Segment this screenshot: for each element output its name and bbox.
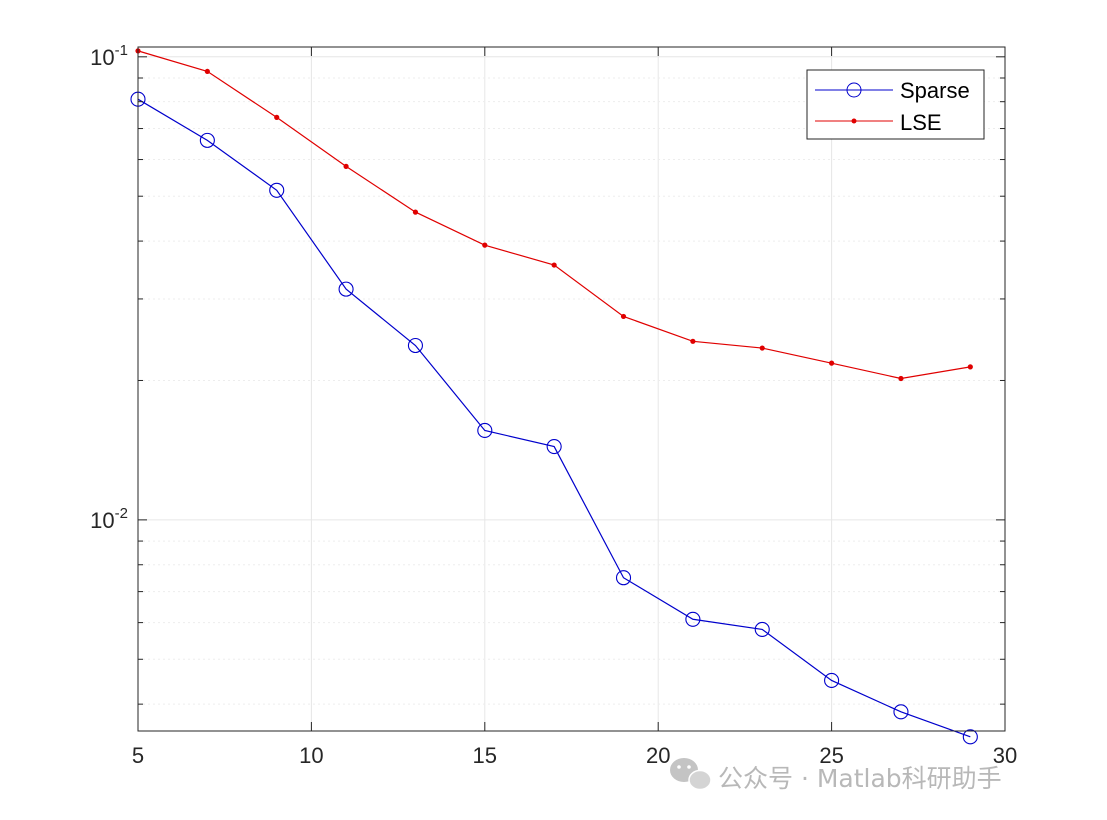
data-point-sparse bbox=[893, 704, 909, 720]
data-point-sparse bbox=[338, 281, 354, 297]
data-point-sparse bbox=[546, 438, 562, 455]
legend-marker-sparse bbox=[846, 82, 862, 98]
data-point-sparse bbox=[962, 729, 978, 745]
x-tick-label: 20 bbox=[646, 743, 670, 768]
legend: Sparse LSE bbox=[806, 69, 985, 140]
data-point-sparse bbox=[824, 672, 840, 689]
data-point-sparse bbox=[685, 611, 701, 627]
data-point-lse bbox=[204, 68, 210, 75]
plot-frame bbox=[137, 46, 1006, 732]
data-point-sparse bbox=[477, 422, 493, 438]
data-point-lse bbox=[898, 375, 904, 382]
x-tick-label: 10 bbox=[299, 743, 323, 768]
data-point-lse bbox=[967, 364, 973, 370]
data-point-lse bbox=[829, 360, 835, 366]
data-point-lse bbox=[690, 338, 696, 344]
x-tick-label: 30 bbox=[993, 743, 1017, 768]
x-tick-label: 15 bbox=[473, 743, 497, 768]
plot-area bbox=[138, 47, 1005, 731]
data-point-sparse bbox=[407, 337, 423, 354]
data-point-lse bbox=[759, 345, 765, 351]
watermark: 公众号 · Matlab科研助手 bbox=[670, 758, 1002, 793]
data-point-sparse bbox=[615, 570, 632, 586]
x-tick-label: 25 bbox=[819, 743, 843, 768]
data-point-lse bbox=[482, 242, 488, 248]
data-point-lse bbox=[620, 313, 627, 320]
y-tick-label: 10-1 bbox=[90, 42, 128, 70]
data-point-lse bbox=[412, 209, 419, 215]
legend-label-sparse: Sparse bbox=[900, 78, 970, 103]
watermark-text: 公众号 · Matlab科研助手 bbox=[718, 764, 1002, 793]
x-tick-label: 5 bbox=[132, 743, 144, 768]
data-point-sparse bbox=[199, 132, 215, 148]
legend-box bbox=[806, 69, 985, 140]
data-point-sparse bbox=[269, 182, 285, 198]
wechat-icon bbox=[670, 758, 712, 791]
data-point-lse bbox=[274, 114, 280, 120]
data-point-lse bbox=[551, 262, 557, 268]
series-group bbox=[130, 48, 978, 745]
series-line-sparse bbox=[137, 98, 971, 738]
y-tick-label: 10-2 bbox=[90, 505, 128, 533]
axes-group: 5 10 15 20 25 30 10-2 10-1 bbox=[90, 42, 1017, 768]
data-point-lse bbox=[343, 163, 349, 169]
data-point-sparse bbox=[754, 621, 770, 637]
legend-marker-lse bbox=[851, 118, 857, 124]
legend-label-lse: LSE bbox=[900, 110, 942, 135]
